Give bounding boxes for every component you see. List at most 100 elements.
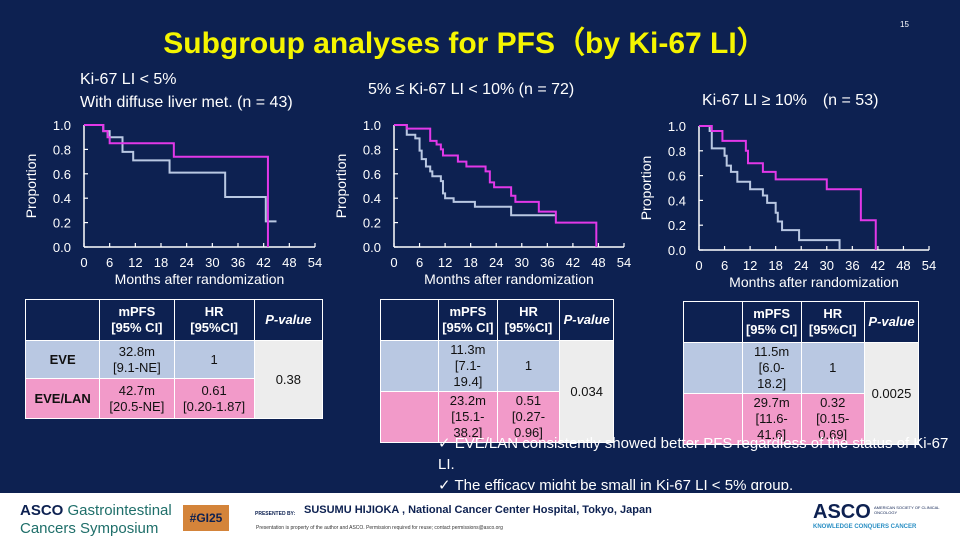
y-tick-label: 0.2 [363,216,381,231]
row-label [379,340,440,392]
x-tick-label: 36 [231,255,245,270]
y-tick-label: 0.4 [363,191,381,206]
p-value-cell: 0.0025 [863,342,920,445]
eve-curve [84,124,277,223]
row-label: EVE [24,340,101,379]
eve-curve [394,124,556,217]
y-tick-label: 1.0 [53,118,71,133]
footer: ASCO Gastrointestinal Cancers Symposium … [0,490,960,540]
asco-logo-sub: AMERICAN SOCIETY OF CLINICAL ONCOLOGY [874,505,940,515]
y-tick-label: 0.8 [363,142,381,157]
x-tick-label: 24 [794,258,808,273]
symposium-logo: ASCO Gastrointestinal [20,502,172,519]
header-blank [24,299,101,341]
y-tick-label: 1.0 [668,119,686,134]
row-label: EVE/LAN [24,378,101,419]
x-axis-label: Months after randomization [729,274,899,290]
mpfs-cell: 29.7m [11.6-41.6] [741,393,802,445]
x-tick-label: 42 [871,258,885,273]
p-value-cell: 0.38 [253,340,324,419]
y-tick-label: 0.0 [363,240,381,255]
x-tick-label: 54 [617,255,631,270]
slide: Subgroup analyses for PFS（by Ki-67 LI） 1… [0,0,960,490]
y-tick-label: 0.8 [53,142,71,157]
hr-cell: 1 [800,342,865,394]
x-tick-label: 0 [390,255,397,270]
km-chart-1: 0 6 12 18 24 30 36 42 48 54 0.0 0.2 0.4 0.6 0.8 1.0 Mont… [23,118,322,287]
km-charts: 0 6 12 18 24 30 36 42 48 54 0.0 0.2 0.4 0.6 0.8 1.0 Mont… [23,118,936,290]
table-row-eve-lan: EVE/LAN 42.7m [20.5-NE] 0.61 [0.20-1.87] [24,378,323,419]
row-label [379,391,440,443]
header-p-value: P-value [863,301,920,343]
results-table-3: mPFS [95% CI] HR [95%CI] P-value 11.5m [6… [683,301,920,445]
eve-lan-curve [699,125,877,250]
y-tick-label: 0.8 [668,144,686,159]
x-tick-label: 54 [308,255,322,270]
x-tick-label: 6 [721,258,728,273]
table-row-eve-lan: 23.2m [15.1-38.2] 0.51 [0.27-0.96] [379,391,614,443]
header-blank [379,299,440,341]
header-blank [683,301,743,343]
x-tick-label: 48 [282,255,296,270]
table-row-eve: 11.5m [6.0-18.2] 1 0.0025 [683,342,920,445]
results-table-2: mPFS [95% CI] HR [95%CI] P-value 11.3m [7… [379,299,614,443]
hashtag-badge: #GI25 [183,505,229,531]
x-tick-label: 24 [489,255,503,270]
x-tick-label: 24 [179,255,193,270]
header-mpfs: mPFS [95% CI] [99,299,175,341]
eve-curve [699,125,841,250]
presented-by-label: PRESENTED BY: [255,511,296,517]
slide-title: Subgroup analyses for PFS（by Ki-67 LI） [163,27,767,60]
row-label [683,342,743,394]
mpfs-cell: 11.5m [6.0-18.2] [741,342,802,394]
km-chart-2: 0 6 12 18 24 30 36 42 48 54 0.0 0.2 0.4 0.6 0.8 1.0 Mont… [333,118,631,287]
x-tick-label: 48 [591,255,605,270]
x-tick-label: 6 [106,255,113,270]
x-tick-label: 12 [438,255,452,270]
hr-cell: 0.32 [0.15-0.69] [800,393,865,445]
eve-lan-curve [394,124,598,247]
x-tick-label: 18 [768,258,782,273]
chart1-subtitle-line2: With diffuse liver met. (n = 43) [80,94,293,111]
results-table-1: mPFS [95% CI] HR [95%CI] P-value EVE 32.… [24,299,324,419]
hr-cell: 0.51 [0.27-0.96] [496,391,561,443]
x-tick-label: 30 [515,255,529,270]
header-hr: HR [95%CI] [800,301,865,343]
x-tick-label: 18 [154,255,168,270]
x-tick-label: 42 [566,255,580,270]
x-tick-label: 54 [922,258,936,273]
y-axis-label: Proportion [638,156,654,221]
y-tick-label: 0.6 [668,169,686,184]
table-row-eve: EVE 32.8m [9.1-NE] 1 0.38 [24,340,324,419]
y-tick-label: 0.0 [53,240,71,255]
hr-cell: 1 [173,340,255,379]
x-tick-label: 18 [463,255,477,270]
header-mpfs: mPFS [95% CI] [438,299,498,341]
table-row-eve-lan: 29.7m [11.6-41.6] 0.32 [0.15-0.69] [683,393,919,445]
x-axis-label: Months after randomization [115,271,285,287]
chart3-subtitle: Ki-67 LI ≥ 10% (n = 53) [702,92,879,109]
x-tick-label: 48 [896,258,910,273]
x-tick-label: 0 [695,258,702,273]
table-row-eve: 11.3m [7.1-19.4] 1 0.034 [379,340,614,443]
y-tick-label: 0.2 [53,216,71,231]
km-chart-3: 0 6 12 18 24 30 36 42 48 54 0.0 0.2 0.4 0.6 0.8 1.0 Mont… [638,119,936,290]
chart1-subtitle-line1: Ki-67 LI < 5% [80,71,177,88]
header-p-value: P-value [559,299,614,341]
y-tick-label: 0.6 [363,167,381,182]
hr-cell: 0.61 [0.20-1.87] [173,378,255,419]
header-hr: HR [95%CI] [496,299,561,341]
asco-logo: ASCO [813,501,871,523]
y-axis-label: Proportion [333,154,349,219]
header-mpfs: mPFS [95% CI] [741,301,802,343]
x-tick-label: 30 [205,255,219,270]
row-label [683,393,743,445]
y-tick-label: 0.2 [668,218,686,233]
p-value-cell: 0.034 [559,340,614,443]
x-tick-label: 12 [128,255,142,270]
mpfs-cell: 11.3m [7.1-19.4] [438,340,498,392]
x-tick-label: 36 [540,255,554,270]
disclaimer: Presentation is property of the author a… [256,525,503,531]
y-tick-label: 0.6 [53,167,71,182]
conclusions: ✓ EVE/LAN consistently showed better PFS… [438,433,960,496]
